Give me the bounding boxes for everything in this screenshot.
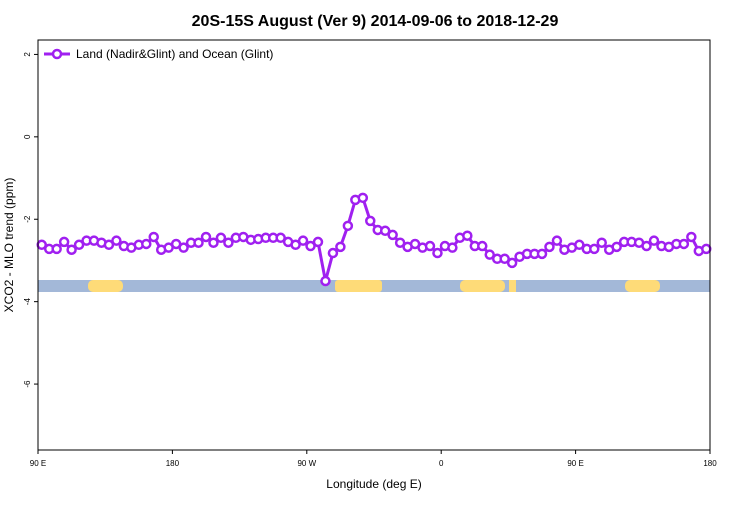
- point: [462, 230, 473, 241]
- x-tick-label: 0: [439, 459, 444, 468]
- land-band: [509, 280, 516, 292]
- point: [73, 239, 85, 251]
- point: [275, 232, 286, 244]
- point: [365, 215, 376, 227]
- point: [305, 240, 316, 252]
- point: [103, 239, 115, 251]
- point: [641, 240, 652, 252]
- land-band: [460, 280, 505, 292]
- land-band: [625, 280, 660, 292]
- point: [327, 247, 339, 259]
- y-tick-label: 2: [23, 52, 32, 57]
- plot-area: [36, 192, 712, 287]
- legend-marker: [51, 48, 63, 60]
- point: [536, 248, 548, 260]
- point: [611, 241, 622, 253]
- point: [477, 240, 488, 252]
- point: [551, 235, 563, 246]
- point: [506, 257, 518, 269]
- land-band: [335, 280, 382, 292]
- y-tick-label: -6: [23, 380, 32, 388]
- x-tick-label: 90 E: [567, 459, 583, 468]
- point: [499, 253, 510, 265]
- point: [215, 232, 227, 244]
- point: [208, 237, 219, 248]
- point: [297, 235, 309, 246]
- point: [447, 242, 458, 253]
- x-tick-label: 90 E: [30, 459, 46, 468]
- y-axis-label: XCO2 - MLO trend (ppm): [2, 178, 16, 313]
- point: [424, 240, 436, 252]
- point: [357, 192, 369, 204]
- point: [66, 244, 77, 255]
- point: [589, 243, 600, 255]
- point: [701, 243, 712, 255]
- point: [193, 237, 204, 248]
- point: [200, 231, 212, 243]
- point: [335, 241, 346, 253]
- point: [648, 235, 660, 246]
- axes: -6 -4 -2 0 2 90 E 180 90 W 0 90 E 180: [23, 52, 717, 468]
- point: [596, 237, 607, 248]
- plot-frame: [37, 39, 711, 451]
- point: [432, 247, 443, 259]
- point: [544, 241, 555, 253]
- point: [148, 231, 159, 243]
- point: [320, 275, 331, 287]
- y-tick-label: -4: [23, 298, 32, 306]
- x-tick-label: 90 W: [297, 459, 316, 468]
- point: [223, 237, 234, 248]
- point: [178, 242, 189, 253]
- point: [678, 238, 690, 250]
- land-ocean-strip: [38, 280, 710, 292]
- y-tick-label: -2: [23, 215, 32, 223]
- point: [342, 220, 354, 232]
- point: [51, 243, 62, 255]
- x-tick-label: 180: [166, 459, 180, 468]
- point: [379, 225, 391, 237]
- point: [686, 231, 697, 243]
- point: [290, 239, 301, 251]
- y-tick-label: 0: [23, 134, 32, 139]
- point: [387, 229, 398, 241]
- x-tick-label: 180: [703, 459, 717, 468]
- point: [574, 239, 585, 251]
- point: [394, 237, 406, 248]
- legend-label: Land (Nadir&Glint) and Ocean (Glint): [76, 47, 273, 61]
- point: [312, 236, 324, 248]
- legend: Land (Nadir&Glint) and Ocean (Glint): [44, 47, 273, 61]
- point: [111, 235, 122, 246]
- point: [58, 236, 70, 248]
- point: [141, 238, 152, 250]
- x-axis-label: Longitude (deg E): [326, 477, 421, 491]
- point: [484, 249, 495, 260]
- land-band: [88, 280, 123, 292]
- chart-title: 20S-15S August (Ver 9) 2014-09-06 to 201…: [192, 13, 559, 30]
